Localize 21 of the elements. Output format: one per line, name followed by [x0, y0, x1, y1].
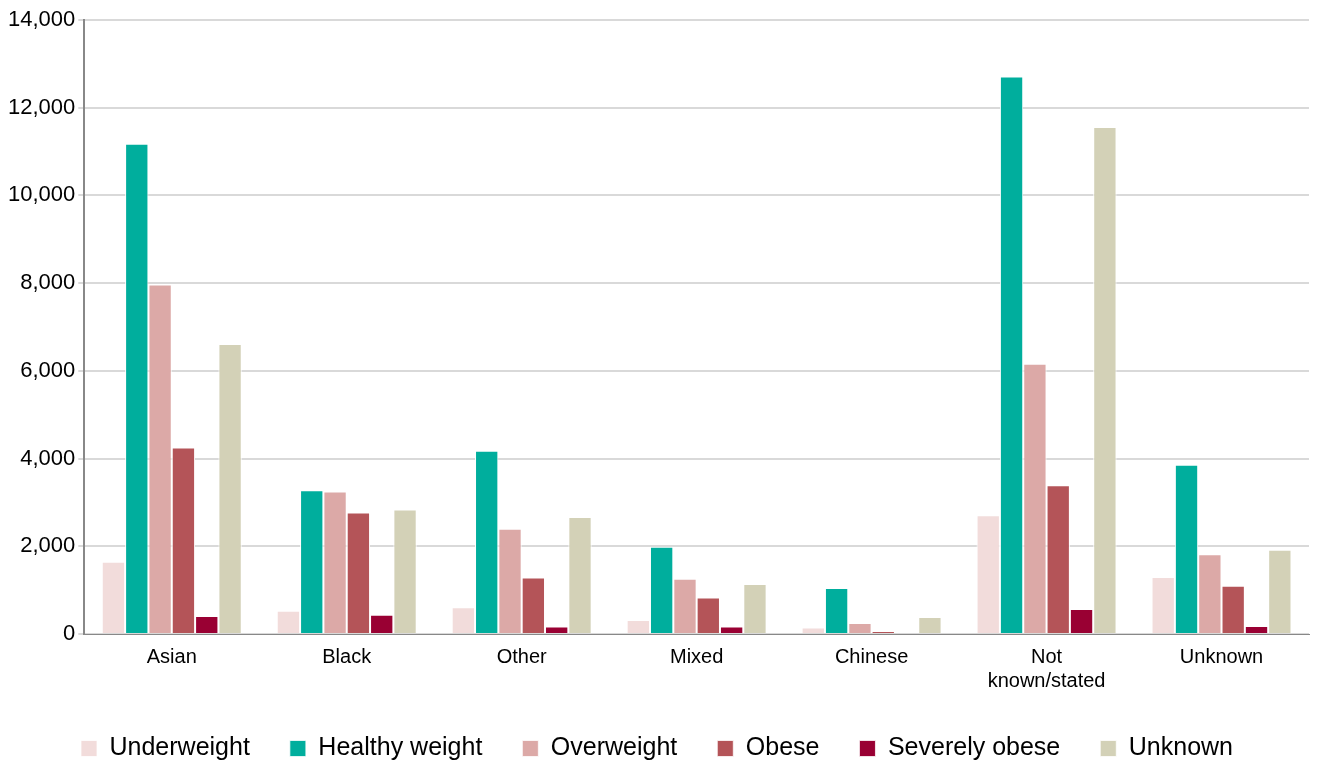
x-tick-label: Chinese: [834, 644, 909, 667]
y-tick-label: 10,000: [7, 181, 76, 207]
y-tick-label: 8,000: [20, 269, 76, 295]
x-tick-label: Mixed: [669, 644, 724, 667]
legend-label: Underweight: [109, 732, 250, 761]
legend-label: Healthy weight: [318, 732, 483, 761]
y-tick-label: 12,000: [7, 93, 76, 119]
legend-label: Overweight: [550, 732, 678, 761]
x-tick-label: Other: [496, 644, 548, 667]
legend-label: Obese: [745, 732, 820, 761]
legend-label: Severely obese: [887, 732, 1061, 761]
y-tick-label: 4,000: [20, 444, 76, 470]
legend-label: Unknown: [1128, 732, 1233, 761]
x-tick-label: Not known/stated: [987, 644, 1106, 691]
y-tick-label: 14,000: [7, 6, 76, 32]
y-tick-label: 6,000: [20, 356, 76, 382]
x-tick-label: Asian: [146, 644, 197, 667]
x-tick-label: Black: [322, 644, 373, 667]
x-tick-label: Unknown: [1179, 644, 1264, 667]
y-tick-label: 2,000: [20, 532, 76, 558]
y-tick-label: 0: [63, 620, 76, 646]
